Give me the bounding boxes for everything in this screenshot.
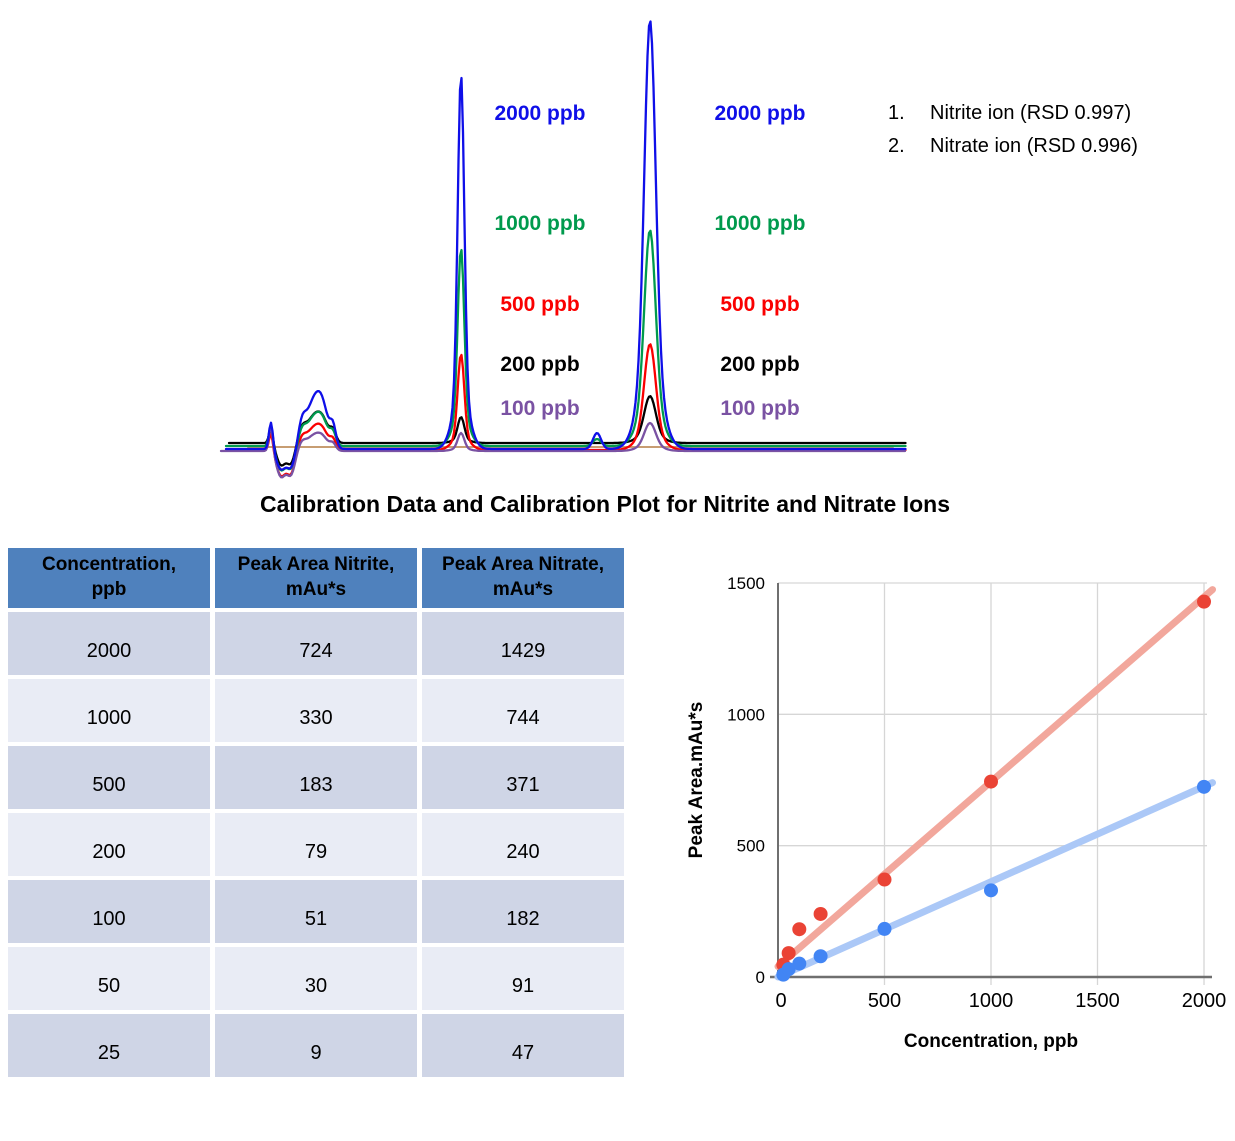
legend-item-number: 2.: [888, 135, 905, 157]
table-cell: 100: [8, 880, 210, 943]
x-tick-label: 1000: [969, 990, 1014, 1012]
data-point: [792, 922, 807, 937]
table-cell: 50: [8, 947, 210, 1010]
table-cell: 91: [422, 947, 624, 1010]
concentration-label: 1000 ppb: [494, 212, 586, 235]
calibration-plot: 0 500 1000 1500 0 500 1000 1500 2000 Peak Area.mA…: [686, 574, 1227, 1052]
table-cell: 724: [215, 612, 417, 675]
table-row: 25 9 47: [8, 1014, 625, 1077]
legend-item: 1. Nitrite ion (RSD 0.997): [888, 97, 1138, 130]
x-axis-title: Concentration, ppb: [904, 1031, 1078, 1052]
table-row: 100 51 182: [8, 880, 625, 943]
data-point: [877, 872, 892, 887]
data-point: [813, 906, 828, 921]
concentration-label: 100 ppb: [720, 397, 800, 420]
table-cell: 183: [215, 746, 417, 809]
concentration-label: 2000 ppb: [714, 102, 806, 125]
data-point: [781, 962, 796, 977]
legend-item-label: Nitrite ion (RSD 0.997): [930, 102, 1132, 124]
concentration-label: 200 ppb: [500, 353, 580, 376]
table-header-cell: Concentration, ppb: [8, 548, 210, 608]
table-cell: 79: [215, 813, 417, 876]
y-tick-label: 1000: [727, 705, 765, 724]
concentration-label: 200 ppb: [720, 353, 800, 376]
x-tick-label: 0: [775, 990, 786, 1012]
concentration-label: 500 ppb: [720, 293, 800, 316]
legend-item-label: Nitrate ion (RSD 0.996): [930, 135, 1138, 157]
table-cell: 200: [8, 813, 210, 876]
table-body: 2000 724 1429 1000 330 744 500 183 371 200 79 240 10…: [8, 612, 625, 1077]
table-header-cell: Peak Area Nitrate, mAu*s: [422, 548, 624, 608]
legend-item: 2. Nitrate ion (RSD 0.996): [888, 130, 1138, 163]
table-cell: 2000: [8, 612, 210, 675]
table-cell: 182: [422, 880, 624, 943]
y-tick-label: 1500: [727, 574, 765, 593]
section-title: Calibration Data and Calibration Plot fo…: [259, 491, 951, 517]
data-point: [813, 949, 828, 964]
table-cell: 9: [215, 1014, 417, 1077]
peak-legend: 1. Nitrite ion (RSD 0.997) 2. Nitrate ion (…: [888, 97, 1138, 163]
table-cell: 1429: [422, 612, 624, 675]
y-tick-label: 0: [756, 968, 765, 987]
y-axis-title: Peak Area.mAu*s: [686, 702, 707, 859]
table-header-cell: Peak Area Nitrite, mAu*s: [215, 548, 417, 608]
table-header-row: Concentration, ppb Peak Area Nitrite, mAu…: [8, 548, 625, 608]
table-cell: 1000: [8, 679, 210, 742]
concentration-label: 100 ppb: [500, 397, 580, 420]
table-row: 50 30 91: [8, 947, 625, 1010]
table-cell: 51: [215, 880, 417, 943]
table-row: 200 79 240: [8, 813, 625, 876]
chromatogram: [219, 20, 907, 479]
table-cell: 371: [422, 746, 624, 809]
chromatogram-trace-100-ppb: [219, 421, 907, 479]
table-cell: 47: [422, 1014, 624, 1077]
table-cell: 500: [8, 746, 210, 809]
trendline: [774, 779, 1217, 981]
chromatogram-trace-2000-ppb: [224, 20, 907, 471]
x-tick-label: 500: [868, 990, 901, 1012]
table-row: 2000 724 1429: [8, 612, 625, 675]
data-point: [984, 774, 998, 789]
calibration-table: Concentration, ppb Peak Area Nitrite, mAu…: [8, 548, 625, 1077]
data-point: [1197, 779, 1211, 794]
x-tick-label: 1500: [1075, 990, 1120, 1012]
table-cell: 30: [215, 947, 417, 1010]
table-cell: 330: [215, 679, 417, 742]
data-point: [1197, 594, 1211, 609]
data-point: [792, 956, 807, 971]
legend-item-number: 1.: [888, 102, 905, 124]
data-point: [877, 921, 892, 936]
concentration-label: 500 ppb: [500, 293, 580, 316]
concentration-label: 1000 ppb: [714, 212, 806, 235]
concentration-label: 2000 ppb: [494, 102, 586, 125]
data-point: [781, 946, 796, 961]
table-cell: 744: [422, 679, 624, 742]
data-point: [984, 883, 998, 898]
table-row: 500 183 371: [8, 746, 625, 809]
y-tick-label: 500: [737, 837, 765, 856]
chromatogram-trace-200-ppb: [227, 395, 907, 467]
table-cell: 25: [8, 1014, 210, 1077]
x-tick-label: 2000: [1182, 990, 1227, 1012]
table-row: 1000 330 744: [8, 679, 625, 742]
table-cell: 240: [422, 813, 624, 876]
